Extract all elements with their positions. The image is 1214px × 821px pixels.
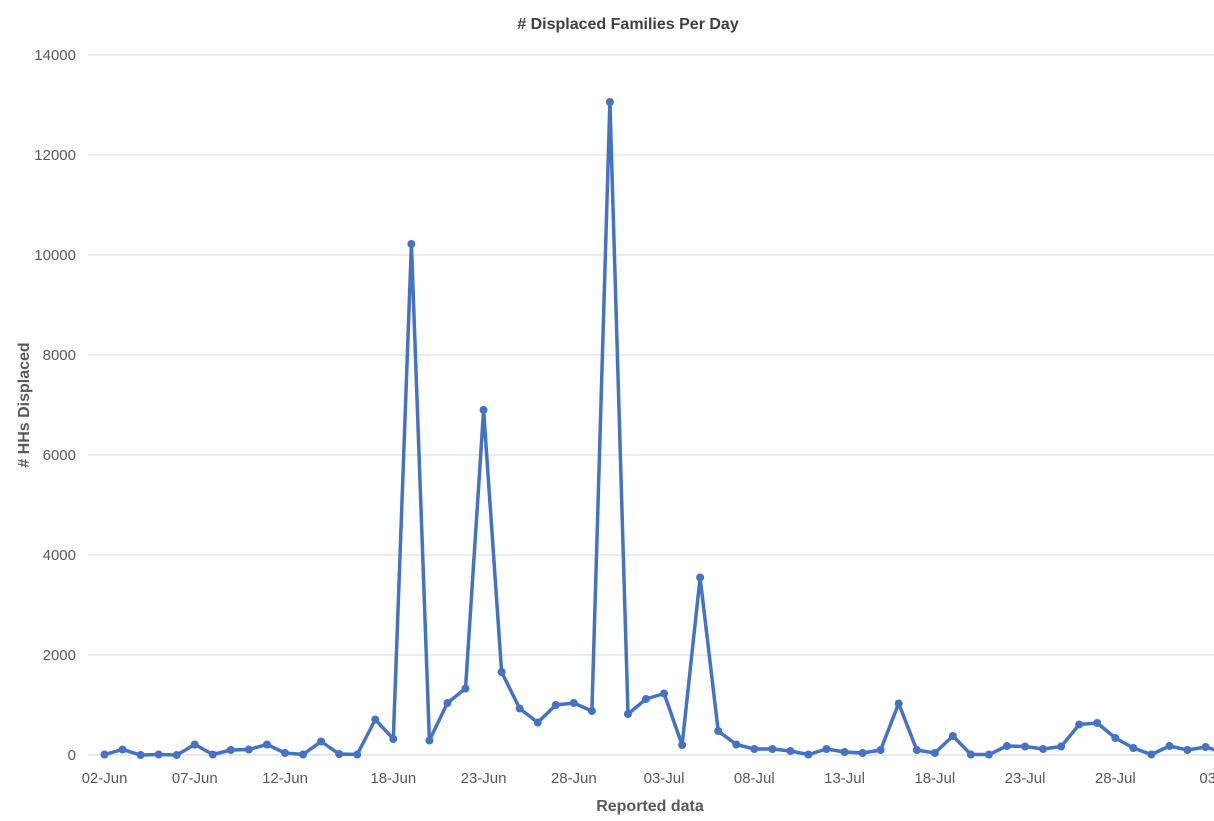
y-tick-label: 10000 <box>34 247 76 264</box>
x-tick-label: 02-Jun <box>82 770 128 787</box>
data-point <box>895 700 903 708</box>
data-point <box>425 737 433 745</box>
data-point <box>263 741 271 749</box>
y-tick-label: 0 <box>68 747 76 764</box>
data-point <box>859 749 867 757</box>
x-tick-label: 18-Jul <box>914 770 955 787</box>
data-point <box>227 746 235 754</box>
x-tick-label: 13-Jul <box>824 770 865 787</box>
data-point <box>137 751 145 759</box>
data-point <box>786 747 794 755</box>
y-tick-label: 6000 <box>43 447 76 464</box>
data-point <box>299 751 307 759</box>
data-point <box>1129 744 1137 752</box>
data-point <box>570 699 578 707</box>
data-point <box>155 751 163 759</box>
x-tick-label: 28-Jun <box>551 770 597 787</box>
data-point <box>552 701 560 709</box>
data-point <box>480 406 488 414</box>
data-point <box>1202 743 1210 751</box>
data-point <box>389 735 397 743</box>
data-point <box>443 699 451 707</box>
data-point <box>660 690 668 698</box>
x-tick-label: 07-Jun <box>172 770 218 787</box>
data-point <box>913 746 921 754</box>
data-point <box>877 746 885 754</box>
data-point <box>642 695 650 703</box>
data-point <box>173 751 181 759</box>
data-point <box>1039 745 1047 753</box>
x-tick-label: 23-Jul <box>1005 770 1046 787</box>
x-axis-title: Reported data <box>596 798 704 815</box>
x-tick-label: 12-Jun <box>262 770 308 787</box>
series-group <box>101 98 1214 759</box>
data-point <box>534 719 542 727</box>
data-point <box>678 741 686 749</box>
data-point <box>317 738 325 746</box>
data-point <box>931 749 939 757</box>
data-point <box>462 685 470 693</box>
data-point <box>1184 746 1192 754</box>
data-point <box>1147 751 1155 759</box>
gridlines <box>88 55 1214 755</box>
data-point <box>498 668 506 676</box>
y-tick-label: 14000 <box>34 47 76 64</box>
y-axis-ticks: 0 2000 4000 6000 8000 10000 12000 14000 <box>34 47 76 764</box>
y-axis-title: # HHs Displaced <box>16 342 33 467</box>
data-point <box>750 745 758 753</box>
x-tick-label: 18-Jun <box>370 770 416 787</box>
data-point <box>804 751 812 759</box>
data-point <box>696 574 704 582</box>
data-point <box>335 750 343 758</box>
data-point <box>588 707 596 715</box>
data-point <box>823 745 831 753</box>
data-point <box>407 240 415 248</box>
y-tick-label: 8000 <box>43 347 76 364</box>
data-point <box>516 705 524 713</box>
data-point <box>371 716 379 724</box>
data-point <box>768 745 776 753</box>
y-tick-label: 12000 <box>34 147 76 164</box>
data-point <box>191 741 199 749</box>
data-point <box>949 732 957 740</box>
data-point <box>714 727 722 735</box>
x-tick-label: 03-Aug <box>1199 770 1214 787</box>
y-tick-label: 4000 <box>43 547 76 564</box>
x-tick-label: 28-Jul <box>1095 770 1136 787</box>
data-point <box>624 710 632 718</box>
data-point <box>245 746 253 754</box>
x-tick-label: 23-Jun <box>461 770 507 787</box>
data-point <box>1093 719 1101 727</box>
y-tick-label: 2000 <box>43 647 76 664</box>
data-point <box>985 751 993 759</box>
data-point <box>841 748 849 756</box>
data-point <box>281 749 289 757</box>
data-point <box>1075 721 1083 729</box>
data-point <box>606 98 614 106</box>
data-point <box>1165 742 1173 750</box>
data-point <box>967 751 975 759</box>
data-point <box>1111 734 1119 742</box>
x-axis-ticks: 02-Jun 07-Jun 12-Jun 18-Jun 23-Jun 28-Jun 03-J… <box>82 770 1214 787</box>
data-point <box>119 746 127 754</box>
chart-title: # Displaced Families Per Day <box>517 16 739 33</box>
data-point <box>1021 743 1029 751</box>
data-point <box>1057 743 1065 751</box>
data-point <box>1003 742 1011 750</box>
data-point <box>732 741 740 749</box>
data-point <box>353 751 361 759</box>
x-tick-label: 08-Jul <box>734 770 775 787</box>
series-line <box>105 102 1214 755</box>
data-point <box>101 751 109 759</box>
data-point <box>209 751 217 759</box>
x-tick-label: 03-Jul <box>644 770 685 787</box>
